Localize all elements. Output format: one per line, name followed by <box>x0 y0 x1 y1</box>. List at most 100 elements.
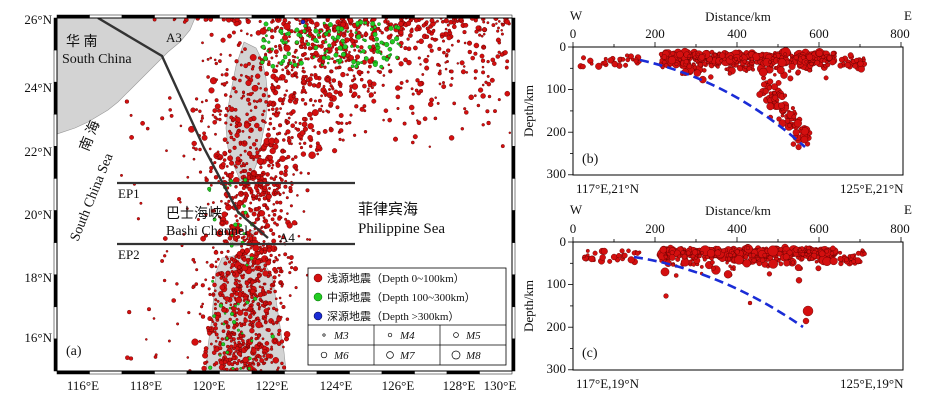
earthquake-shallow <box>244 308 247 312</box>
lon-label-122: 122°E <box>256 378 289 393</box>
earthquake-shallow <box>280 178 284 182</box>
earthquake-shallow <box>496 29 500 33</box>
earthquake-shallow <box>204 212 208 217</box>
earthquake-shallow <box>270 361 274 364</box>
earthquake-shallow <box>258 98 263 103</box>
earthquake-shallow <box>413 18 419 23</box>
section-earthquake <box>743 65 748 70</box>
earthquake-shallow <box>302 51 307 56</box>
earthquake-shallow <box>215 272 220 277</box>
section-earthquake <box>616 253 622 259</box>
earthquake-intermediate <box>374 36 379 42</box>
section-earthquake <box>772 94 779 101</box>
earthquake-shallow <box>293 92 297 95</box>
earthquake-shallow <box>435 38 439 41</box>
legend-m8-symbol <box>451 350 461 360</box>
earthquake-shallow <box>232 347 236 351</box>
earthquake-shallow <box>254 153 260 159</box>
earthquake-shallow <box>414 26 420 32</box>
earthquake-shallow <box>240 248 245 254</box>
earthquake-shallow <box>267 60 271 64</box>
earthquake-shallow <box>213 326 218 331</box>
earthquake-shallow <box>235 156 241 162</box>
earthquake-shallow <box>239 216 242 220</box>
earthquake-shallow <box>268 186 271 190</box>
section-earthquake <box>712 52 718 58</box>
earthquake-shallow <box>270 320 275 325</box>
earthquake-shallow <box>237 351 243 357</box>
earthquake-shallow <box>245 79 252 87</box>
earthquake-shallow <box>338 128 344 133</box>
earthquake-shallow <box>405 79 409 83</box>
earthquake-shallow <box>444 61 447 64</box>
section-earthquake <box>795 144 802 151</box>
earthquake-shallow <box>291 54 295 58</box>
earthquake-shallow <box>257 267 261 272</box>
section-earthquake <box>809 61 814 67</box>
earthquake-shallow <box>242 235 246 239</box>
earthquake-shallow <box>250 295 254 300</box>
earthquake-intermediate <box>373 25 377 29</box>
earthquake-shallow <box>309 52 313 56</box>
earthquake-shallow <box>242 322 247 327</box>
earthquake-shallow <box>242 356 249 363</box>
earthquake-shallow <box>300 97 305 102</box>
section-earthquake <box>725 261 729 265</box>
earthquake-shallow <box>271 282 276 286</box>
earthquake-shallow <box>324 38 327 41</box>
earthquake-intermediate <box>384 42 390 48</box>
earthquake-shallow <box>301 116 307 122</box>
earthquake-shallow <box>224 301 228 305</box>
section-earthquake <box>715 64 720 69</box>
section-earthquake <box>770 56 775 61</box>
earthquake-shallow <box>254 358 259 362</box>
earthquake-shallow <box>398 21 404 27</box>
earthquake-shallow <box>446 23 450 27</box>
earthquake-intermediate <box>306 33 309 37</box>
earthquake-shallow <box>240 96 244 100</box>
section-earthquake <box>667 56 676 65</box>
earthquake-shallow <box>198 109 202 114</box>
earthquake-shallow <box>234 121 239 125</box>
earthquake-intermediate <box>245 263 249 267</box>
earthquake-shallow <box>275 132 280 136</box>
earthquake-intermediate <box>363 56 369 61</box>
section-earthquake <box>838 56 845 63</box>
earthquake-shallow <box>463 22 469 28</box>
legend-box <box>307 267 507 366</box>
earthquake-shallow <box>175 282 179 286</box>
lon-label-116: 116°E <box>67 378 99 393</box>
earthquake-shallow <box>262 270 269 277</box>
section-c-ytick-100: 100 <box>547 276 567 291</box>
earthquake-shallow <box>376 69 380 73</box>
earthquake-shallow <box>198 170 203 174</box>
earthquake-shallow <box>269 117 272 121</box>
earthquake-shallow <box>129 135 134 140</box>
section-b-xtick-400: 400 <box>727 26 747 41</box>
section-earthquake <box>697 254 702 259</box>
earthquake-shallow <box>186 175 190 179</box>
earthquake-shallow <box>481 65 485 69</box>
earthquake-shallow <box>367 64 372 69</box>
earthquake-shallow <box>416 120 422 126</box>
earthquake-shallow <box>125 355 130 360</box>
section-earthquake <box>625 57 631 63</box>
earthquake-shallow <box>213 322 218 327</box>
earthquake-shallow <box>256 278 260 283</box>
earthquake-shallow <box>247 102 252 106</box>
earthquake-shallow <box>219 284 226 291</box>
earthquake-shallow <box>299 58 303 62</box>
earthquake-shallow <box>249 246 253 250</box>
earthquake-shallow <box>294 121 298 124</box>
earthquake-intermediate <box>261 44 266 50</box>
map-frame <box>53 14 516 375</box>
section-earthquake <box>815 49 823 57</box>
earthquake-shallow <box>292 173 295 176</box>
earthquake-shallow <box>267 214 271 217</box>
earthquake-intermediate <box>340 51 346 57</box>
earthquake-shallow <box>257 342 261 346</box>
earthquake-shallow <box>359 77 364 82</box>
section-b-earthquakes <box>577 47 868 151</box>
earthquake-shallow <box>367 58 373 64</box>
earthquake-shallow <box>239 153 243 157</box>
